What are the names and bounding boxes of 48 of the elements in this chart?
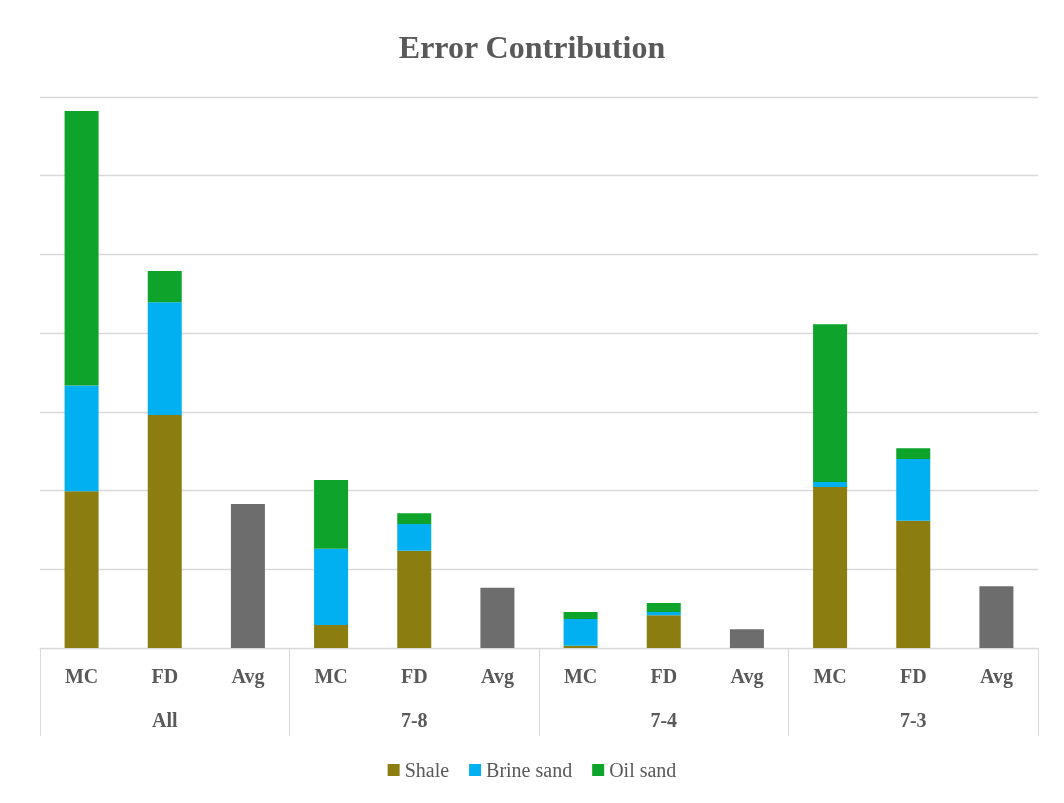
bar [813,486,848,648]
bar [729,629,764,648]
bar [563,645,598,648]
bar [813,482,848,487]
x-tick-label: MC [64,665,99,687]
bar [813,324,848,483]
bar [147,414,182,648]
bar [896,458,931,521]
x-tick-label: FD [650,665,678,687]
bar [896,520,931,648]
bar [147,302,182,415]
text: All [151,709,178,731]
bar [480,587,515,648]
bar [147,271,182,303]
legend-label: Brine sand [486,759,573,781]
text: 7-4 [650,709,678,731]
chart-title: Error Contribution [398,29,666,65]
x-tick-label: FD [899,665,927,687]
x-tick-label: FD [151,665,179,687]
bar [397,513,432,524]
bar [64,110,99,386]
bar [64,385,99,492]
bar [397,550,432,648]
x-tick-label: MC [314,665,348,687]
x-tick-label: Avg [730,665,764,688]
legend-label: Oil sand [609,759,677,781]
bar [646,615,681,648]
x-tick-label: MC [563,665,598,687]
x-tick-label: MC [813,665,847,687]
bar [230,504,265,648]
bar [896,448,931,459]
bar [314,624,349,648]
bar [563,619,598,646]
text: 7-8 [400,709,428,731]
bar [397,523,432,551]
bar [64,491,99,648]
bar [314,479,349,549]
x-tick-label: Avg [231,665,265,688]
x-tick-label: Avg [979,665,1013,688]
bar [646,612,681,616]
bar [646,602,681,613]
bar [979,586,1014,648]
text: 7-3 [899,709,927,731]
bar [563,612,598,619]
bar [314,548,349,625]
x-tick-label: Avg [480,665,514,688]
legend-label: Shale [404,759,450,781]
x-tick-label: FD [400,665,428,687]
